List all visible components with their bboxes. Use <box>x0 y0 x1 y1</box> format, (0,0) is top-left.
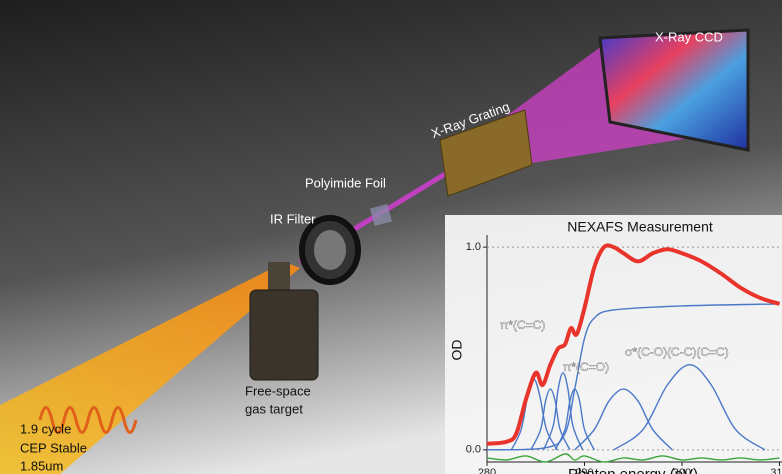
fit-line <box>486 303 780 451</box>
gas-target <box>249 289 319 381</box>
chart-title: NEXAFS Measurement <box>567 219 713 235</box>
measured-line <box>486 243 781 446</box>
inset-chart: NEXAFS Measurement 280 290 300 310 0.0 1.0 Phot… <box>449 219 782 474</box>
annotation: π*(C=C) <box>500 318 545 332</box>
grating <box>439 109 533 197</box>
x-tick-label: 310 <box>770 467 782 474</box>
x-tick-label: 290 <box>575 467 593 474</box>
gas-nozzle <box>268 262 290 292</box>
annotation: σ*(C-O)(C-C)(C=C) <box>625 345 729 359</box>
wave-packet <box>38 406 138 434</box>
ccd-label: X-Ray CCD <box>655 29 723 44</box>
fit-line <box>486 453 780 463</box>
foil-label: Polyimide Foil <box>305 175 386 190</box>
y-tick-label: 1.0 <box>466 241 481 253</box>
laser-label: CEP Stable <box>20 440 87 455</box>
y-axis-label: OD <box>449 340 465 361</box>
fit-line <box>574 388 673 451</box>
fit-line <box>613 364 766 451</box>
filter-label: IR Filter <box>270 211 316 226</box>
laser-label: 1.9 cycle <box>20 421 71 436</box>
target-label: Free-space <box>245 383 311 398</box>
laser-label: 1.85um <box>20 458 63 473</box>
ccd <box>598 28 750 152</box>
annotation: π*(C=O) <box>563 360 609 374</box>
y-tick-label: 0.0 <box>466 444 481 456</box>
fit-line <box>542 372 584 451</box>
x-axis-label: Photon energy (eV) <box>568 466 698 474</box>
ir-filter-glass <box>314 230 346 270</box>
fit-line <box>530 388 571 451</box>
target-label: gas target <box>245 401 303 416</box>
x-tick-label: 280 <box>478 467 496 474</box>
x-tick-label: 300 <box>673 467 691 474</box>
foil <box>369 203 393 227</box>
inset-panel <box>445 215 782 474</box>
